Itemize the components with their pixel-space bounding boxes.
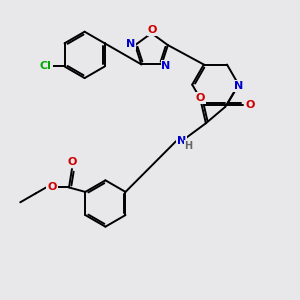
Text: O: O bbox=[245, 100, 255, 110]
Text: N: N bbox=[161, 61, 171, 71]
Text: O: O bbox=[195, 93, 205, 103]
Text: N: N bbox=[234, 81, 243, 91]
Text: O: O bbox=[67, 158, 77, 167]
Text: O: O bbox=[148, 25, 157, 34]
Text: N: N bbox=[126, 39, 135, 49]
Text: H: H bbox=[184, 140, 193, 151]
Text: Cl: Cl bbox=[40, 61, 52, 71]
Text: O: O bbox=[47, 182, 57, 193]
Text: N: N bbox=[177, 136, 186, 146]
